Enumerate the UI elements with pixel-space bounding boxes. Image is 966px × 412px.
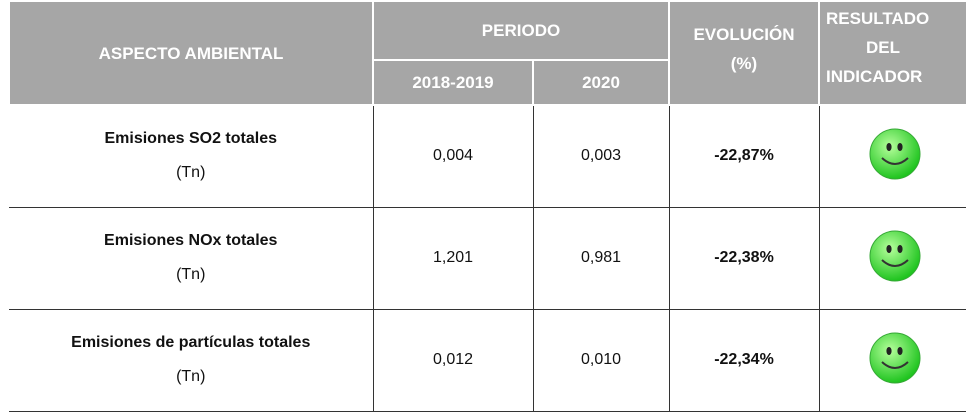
value-cell: 0,003 bbox=[532, 104, 670, 208]
header-text: PERIODO bbox=[481, 21, 561, 40]
evolution-text: -22,87% bbox=[714, 147, 774, 165]
header-text: ASPECTO AMBIENTAL bbox=[98, 43, 284, 63]
aspect-cell: Emisiones SO2 totales (Tn) bbox=[9, 104, 374, 208]
value-cell: 0,004 bbox=[372, 104, 534, 208]
table-row: Emisiones SO2 totales (Tn) 0,004 0,003 -22,8… bbox=[9, 104, 966, 208]
value-text: 0,010 bbox=[580, 351, 622, 368]
result-cell bbox=[818, 308, 966, 412]
result-cell bbox=[818, 104, 966, 208]
value-text: 0,003 bbox=[580, 147, 622, 165]
table-body: Emisiones SO2 totales (Tn) 0,004 0,003 -22,8… bbox=[9, 104, 966, 412]
header-cell: ASPECTO AMBIENTAL bbox=[8, 0, 374, 106]
value-text: 0,012 bbox=[432, 351, 474, 368]
evolution-cell: -22,38% bbox=[668, 206, 820, 310]
aspect-unit: (Tn) bbox=[176, 164, 206, 182]
value-text: 1,201 bbox=[432, 249, 474, 266]
emissions-table: ASPECTO AMBIENTAL PERIODO EVOLUCIÓN (%) R… bbox=[8, 0, 966, 412]
value-cell: 0,981 bbox=[532, 206, 670, 310]
aspect-unit: (Tn) bbox=[176, 266, 206, 283]
smiley-icon bbox=[869, 230, 921, 281]
evolution-cell: -22,34% bbox=[668, 308, 820, 412]
evolution-text: -22,38% bbox=[714, 249, 774, 266]
aspect-unit: (Tn) bbox=[176, 368, 206, 385]
table-row: Emisiones de partículas totales (Tn) 0,012… bbox=[9, 308, 966, 412]
aspect-cell: Emisiones de partículas totales (Tn) bbox=[9, 308, 374, 412]
evolution-cell: -22,87% bbox=[668, 104, 820, 208]
value-text: 0,004 bbox=[432, 147, 474, 165]
header-text: 2018-2019 bbox=[412, 73, 494, 92]
smiley-icon bbox=[869, 332, 921, 383]
header-text: RESULTADO bbox=[826, 9, 930, 28]
value-cell: 0,010 bbox=[532, 308, 670, 412]
header-cell: EVOLUCIÓN (%) bbox=[668, 0, 820, 106]
aspect-name: Emisiones SO2 totales bbox=[104, 130, 277, 148]
aspect-name: Emisiones NOx totales bbox=[104, 232, 278, 249]
header-cell: PERIODO bbox=[372, 0, 670, 61]
header-text: 2020 bbox=[582, 73, 620, 92]
header-cell: 2020 bbox=[532, 59, 670, 106]
header-cell: RESULTADO DEL INDICADOR bbox=[818, 0, 966, 106]
value-cell: 1,201 bbox=[372, 206, 534, 310]
header-text: INDICADOR bbox=[826, 67, 923, 86]
header-text: (%) bbox=[730, 54, 758, 73]
header-cell: 2018-2019 bbox=[372, 59, 534, 106]
result-cell bbox=[818, 206, 966, 310]
value-text: 0,981 bbox=[580, 249, 622, 266]
aspect-name: Emisiones de partículas totales bbox=[71, 334, 311, 351]
evolution-text: -22,34% bbox=[714, 351, 774, 368]
header-text: EVOLUCIÓN bbox=[693, 25, 795, 44]
aspect-cell: Emisiones NOx totales (Tn) bbox=[9, 206, 374, 310]
smiley-icon bbox=[869, 128, 921, 180]
table-row: Emisiones NOx totales (Tn) 1,201 0,981 -22,3… bbox=[9, 206, 966, 310]
header-text: DEL bbox=[866, 38, 900, 57]
value-cell: 0,012 bbox=[372, 308, 534, 412]
